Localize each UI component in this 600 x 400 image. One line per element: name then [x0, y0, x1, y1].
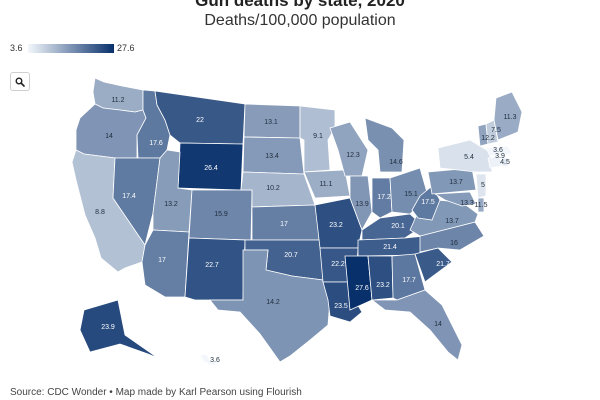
- state-me[interactable]: [493, 91, 523, 141]
- state-hi[interactable]: [199, 353, 219, 367]
- state-value-label-fl: 14: [434, 321, 442, 328]
- state-ak[interactable]: [79, 299, 159, 359]
- state-value-label-or: 14: [105, 133, 113, 140]
- state-value-label-ca: 8.8: [95, 209, 105, 216]
- state-value-label-ga: 17.7: [402, 277, 416, 284]
- state-value-label-ks: 17: [280, 221, 288, 228]
- state-value-label-ok: 20.7: [284, 252, 298, 259]
- chart-subtitle: Deaths/100,000 population: [204, 12, 396, 29]
- state-ny[interactable]: [437, 139, 493, 173]
- state-value-label-vt: 12.2: [481, 135, 495, 142]
- state-value-label-md: 13.3: [460, 200, 474, 207]
- state-value-label-tn: 21.4: [383, 244, 397, 251]
- state-value-label-il: 13.9: [355, 201, 369, 208]
- state-value-label-wy: 26.4: [204, 165, 218, 172]
- state-value-label-al: 23.2: [376, 282, 390, 289]
- state-wi[interactable]: [329, 121, 369, 177]
- state-value-label-ia: 11.1: [319, 181, 332, 188]
- state-mi[interactable]: [364, 117, 405, 173]
- state-value-label-ne: 10.2: [266, 185, 280, 192]
- state-value-label-ky: 20.1: [391, 223, 405, 230]
- state-tx[interactable]: [209, 249, 331, 363]
- state-ma[interactable]: [485, 145, 513, 157]
- state-value-label-hi: 3.6: [210, 357, 220, 364]
- state-value-label-wv: 17.5: [421, 199, 435, 206]
- state-value-label-in: 17.2: [377, 194, 391, 201]
- state-value-label-nd: 13.1: [264, 119, 278, 126]
- state-value-label-sd: 13.4: [265, 153, 279, 160]
- state-value-label-ct: 3.9: [495, 153, 505, 160]
- state-md[interactable]: [433, 191, 477, 207]
- state-value-label-mt: 22: [196, 117, 204, 124]
- legend-min-label: 3.6: [10, 43, 23, 53]
- state-il[interactable]: [349, 175, 373, 231]
- state-fl[interactable]: [370, 289, 463, 361]
- state-value-label-oh: 15.1: [404, 191, 418, 198]
- state-in[interactable]: [371, 177, 393, 219]
- state-ri[interactable]: [501, 157, 509, 167]
- state-value-label-ak: 23.9: [101, 324, 115, 331]
- state-value-label-de: 11.5: [474, 202, 487, 209]
- state-value-label-la: 23.5: [334, 303, 348, 310]
- state-value-label-ms: 27.6: [355, 285, 369, 292]
- state-value-label-wa: 11.2: [111, 97, 124, 104]
- state-nm[interactable]: [184, 237, 246, 301]
- search-icon: [15, 77, 25, 87]
- state-value-label-ny: 5.4: [464, 154, 474, 161]
- state-value-label-ar: 22.2: [331, 261, 345, 268]
- state-value-label-sc: 21.7: [436, 261, 450, 268]
- state-value-label-mn: 9.1: [313, 133, 323, 140]
- state-value-label-me: 11.3: [503, 114, 516, 121]
- state-value-label-ri: 4.5: [500, 159, 510, 166]
- legend-gradient: [28, 44, 114, 53]
- state-ms[interactable]: [344, 255, 373, 311]
- state-value-label-ma: 3.6: [493, 147, 503, 154]
- state-value-label-id: 17.6: [149, 140, 163, 147]
- state-nj[interactable]: [475, 173, 487, 199]
- state-or[interactable]: [75, 103, 147, 159]
- state-nv[interactable]: [112, 157, 161, 246]
- state-mo[interactable]: [314, 197, 363, 249]
- chart-title: Gun deaths by state, 2020: [195, 0, 405, 10]
- state-value-label-az: 17: [158, 257, 166, 264]
- state-de[interactable]: [477, 197, 485, 213]
- state-value-label-mo: 23.2: [329, 222, 343, 229]
- state-value-label-wi: 12.3: [346, 152, 360, 159]
- source-note: Source: CDC Wonder • Map made by Karl Pe…: [10, 387, 302, 398]
- state-value-label-pa: 13.7: [449, 179, 463, 186]
- search-button[interactable]: [10, 72, 30, 91]
- state-value-label-nj: 5: [481, 182, 485, 189]
- state-value-label-tx: 14.2: [266, 299, 280, 306]
- state-mn[interactable]: [299, 105, 336, 173]
- state-al[interactable]: [367, 255, 394, 301]
- state-value-label-va: 13.7: [445, 218, 459, 225]
- state-value-label-mi: 14.6: [389, 159, 403, 166]
- state-value-label-nh: 7.5: [491, 127, 501, 134]
- state-value-label-nv: 17.4: [122, 193, 136, 200]
- state-value-label-ut: 13.2: [164, 201, 178, 208]
- state-value-label-nc: 16: [450, 240, 458, 247]
- legend-max-label: 27.6: [117, 43, 135, 53]
- state-value-label-nm: 22.7: [205, 262, 219, 269]
- state-value-label-co: 15.9: [214, 211, 228, 218]
